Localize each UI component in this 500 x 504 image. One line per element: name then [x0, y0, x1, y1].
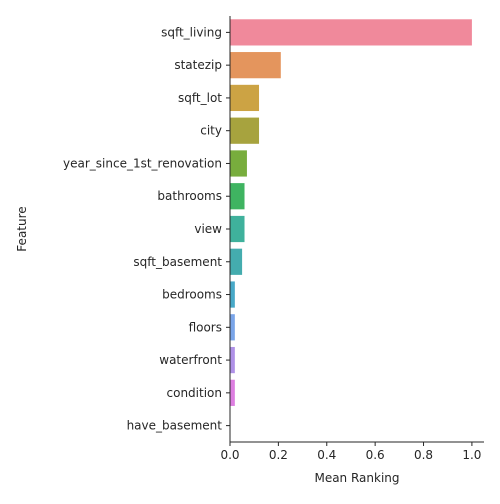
bar-view	[230, 215, 245, 243]
y-tick-label: statezip	[174, 58, 222, 72]
y-tick-label: sqft_basement	[133, 255, 222, 269]
bar-condition	[230, 379, 235, 406]
bar-city	[230, 117, 260, 144]
bar-waterfront	[230, 346, 235, 374]
bar-bedrooms	[230, 281, 235, 308]
bar-sqft-lot	[230, 84, 260, 112]
y-tick-label: city	[200, 124, 222, 138]
y-tick-label: have_basement	[127, 419, 223, 433]
bars-group	[230, 19, 472, 406]
x-tick-label: 0.4	[317, 448, 336, 462]
x-tick-label: 0.6	[366, 448, 385, 462]
x-tick-label: 0.8	[414, 448, 433, 462]
y-tick-label: bathrooms	[157, 189, 222, 203]
y-tick-label: sqft_lot	[178, 91, 222, 105]
x-tick-label: 0.0	[220, 448, 239, 462]
bar-statezip	[230, 52, 281, 79]
y-axis-label: Feature	[15, 206, 29, 251]
bar-floors	[230, 314, 235, 341]
x-axis-label: Mean Ranking	[314, 471, 399, 485]
y-tick-label: floors	[189, 320, 222, 334]
y-tick-label: bedrooms	[162, 288, 222, 302]
y-tick-label: view	[194, 222, 222, 236]
bar-bathrooms	[230, 183, 245, 210]
y-tick-label: waterfront	[159, 353, 222, 367]
bar-sqft-living	[230, 19, 472, 46]
y-tick-label: sqft_living	[161, 25, 222, 39]
x-ticks: 0.0 0.2 0.4 0.6 0.8 1.0	[220, 442, 481, 462]
bar-year-since-1st-renovation	[230, 150, 247, 177]
x-tick-label: 0.2	[269, 448, 288, 462]
y-tick-label: condition	[167, 386, 222, 400]
y-tick-label: year_since_1st_renovation	[63, 156, 222, 170]
bar-sqft-basement	[230, 248, 243, 275]
x-tick-label: 1.0	[462, 448, 481, 462]
